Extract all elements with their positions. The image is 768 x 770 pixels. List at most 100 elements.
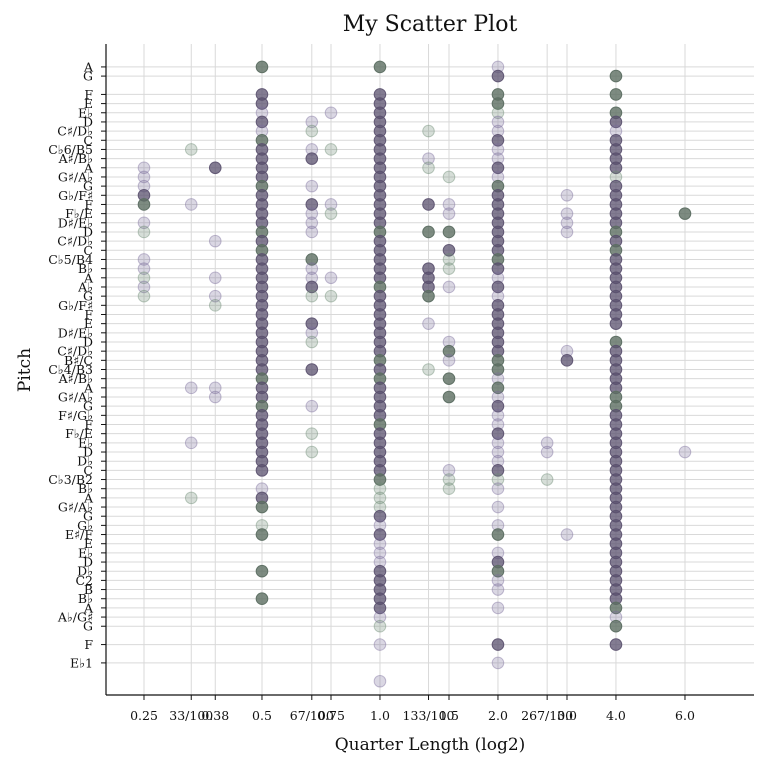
data-point (442, 198, 456, 211)
data-point (491, 427, 505, 440)
data-point (255, 500, 269, 514)
y-tick-label: F (84, 197, 93, 212)
data-point (305, 152, 319, 165)
data-point (491, 97, 505, 110)
data-point (255, 97, 269, 110)
data-point (324, 271, 338, 285)
x-tick-label: 3.0 (557, 708, 577, 723)
data-point (422, 124, 435, 138)
y-tick-label: A♯/B♭ (58, 151, 93, 166)
data-point (305, 363, 319, 376)
data-point (137, 161, 151, 175)
data-point (560, 207, 574, 220)
data-point (184, 436, 198, 450)
data-point (137, 225, 151, 239)
data-point (491, 564, 505, 578)
y-tick-label: C♯/D♭ (57, 234, 93, 249)
y-tick-label: G (83, 619, 93, 634)
data-point (422, 363, 435, 376)
y-tick-label: D♯/E♭ (58, 215, 93, 230)
data-point (491, 445, 505, 459)
data-point (442, 253, 456, 266)
data-point (208, 390, 222, 404)
x-axis-label: Quarter Length (log2) (335, 735, 526, 755)
y-tick-label: F♯/G♭ (58, 408, 93, 423)
data-point (491, 409, 505, 422)
data-point (422, 161, 435, 175)
data-point (491, 106, 505, 120)
data-point (491, 656, 505, 670)
data-point (491, 115, 505, 129)
data-point (491, 601, 505, 615)
data-point (609, 161, 623, 175)
y-tick-label: C (83, 243, 93, 258)
data-point (305, 399, 319, 413)
y-tick-label: G (83, 179, 93, 194)
data-point (305, 427, 319, 440)
y-tick-label: B♭ (78, 261, 93, 276)
data-point (208, 289, 222, 303)
data-point (305, 216, 319, 230)
y-tick-label: D (83, 445, 93, 460)
data-point (373, 528, 387, 541)
y-tick-label: B♯/C (64, 353, 93, 368)
data-point (305, 124, 319, 138)
data-point (305, 198, 319, 211)
y-tick-label: F (84, 87, 93, 102)
data-point (184, 198, 198, 211)
data-point (324, 198, 338, 211)
y-tick-label: F (84, 307, 93, 322)
data-point (609, 619, 623, 633)
data-point (137, 170, 151, 184)
data-point (305, 207, 319, 220)
y-tick-label: A♭/G♯ (57, 610, 93, 625)
chart-title: My Scatter Plot (343, 12, 518, 37)
data-point (184, 381, 198, 395)
data-point (491, 464, 505, 477)
y-tick-label: G♭/F♯ (58, 188, 93, 203)
data-point (373, 601, 387, 615)
x-tick-label: 4.0 (606, 708, 626, 723)
data-point (560, 225, 574, 239)
data-points (137, 60, 692, 688)
data-point (442, 390, 456, 404)
data-point (137, 280, 151, 294)
data-point (373, 610, 387, 624)
data-point (305, 225, 319, 239)
data-point (491, 399, 505, 413)
y-tick-label: G♭ (77, 518, 93, 533)
data-point (422, 152, 435, 165)
y-tick-label: C (83, 463, 93, 478)
data-point (137, 271, 151, 285)
data-point (442, 225, 456, 239)
data-point (255, 528, 269, 541)
data-point (491, 280, 505, 294)
data-point (491, 161, 505, 175)
data-point (184, 143, 198, 156)
data-point (305, 179, 319, 193)
y-tick-label: B (84, 582, 93, 597)
y-tick-label: A♯/B♭ (58, 371, 93, 386)
y-tick-label: C♯/D♭ (57, 124, 93, 139)
y-tick-label: D (83, 334, 93, 349)
y-tick-label: F (84, 637, 93, 652)
data-point (609, 69, 623, 83)
data-point (491, 638, 505, 651)
y-tick-label: F♭/E (65, 426, 93, 441)
data-point (609, 115, 623, 129)
x-tick-label: 133/100 (403, 708, 455, 723)
data-point (442, 280, 456, 294)
data-point (609, 317, 623, 330)
y-tick-label: E (84, 316, 93, 331)
data-point (305, 445, 319, 459)
data-point (373, 674, 387, 688)
data-point (442, 207, 456, 220)
data-point (540, 436, 554, 450)
y-tick-label: A (83, 600, 94, 615)
data-point (491, 133, 505, 147)
data-point (442, 482, 456, 495)
y-tick-label: B♭ (78, 481, 93, 496)
data-point (442, 344, 456, 358)
data-point (442, 170, 456, 184)
y-tick-label: G♯/A♭ (58, 169, 93, 184)
